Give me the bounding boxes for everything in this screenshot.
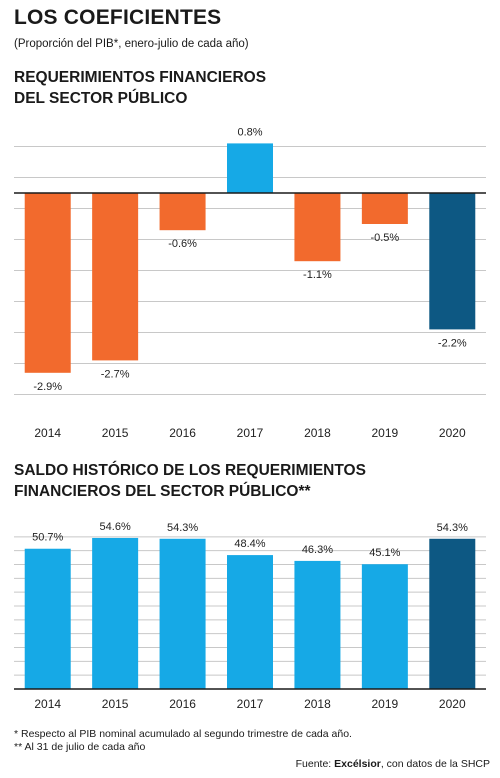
page-subtitle: (Proporción del PIB*, enero-julio de cad… (14, 38, 249, 50)
footnote-1: * Respecto al PIB nominal acumulado al s… (14, 728, 352, 740)
chart1-bar-2014 (24, 193, 71, 373)
chart1-title-line1: REQUERIMIENTOS FINANCIEROS (14, 69, 267, 86)
chart2-historical-balance: 50.7% 2014 54.6% 2015 54.3% 2016 48.4% 2017 46.3… (14, 521, 486, 711)
chart2-title: SALDO HISTÓRICO DE LOS REQUERIMIENTOS FI… (14, 460, 366, 502)
chart2-bar-2017 (227, 555, 273, 689)
chart2-bar-2018 (294, 560, 341, 689)
chart1-financial-requirements: -2.9% 2014 -2.7% 2015 -0.6% 2016 0.8% 2017 -1.1%… (14, 126, 486, 440)
source-brand: Excélsior (334, 758, 381, 770)
chart1-tick-label: 2014 (34, 426, 61, 440)
footnotes: * Respecto al PIB nominal acumulado al s… (14, 728, 352, 754)
chart2-bar-2016 (159, 538, 206, 689)
chart1-value-label: -2.2% (438, 337, 467, 349)
chart2-value-label: 45.1% (369, 547, 400, 559)
chart1-tick-label: 2019 (372, 426, 399, 440)
chart2-value-label: 46.3% (302, 544, 333, 556)
chart1-bar-2020 (429, 193, 476, 330)
source-prefix: Fuente: (295, 758, 335, 770)
source-note: Fuente: Excélsior, con datos de la SHCP (296, 758, 490, 770)
chart1-tick-label: 2020 (439, 426, 466, 440)
chart1-bar-2016 (159, 193, 206, 231)
chart2-value-label: 54.3% (437, 522, 468, 534)
chart2-value-label: 50.7% (32, 532, 63, 544)
chart2-bar-2014 (24, 548, 71, 689)
chart2-title-line2: FINANCIEROS DEL SECTOR PÚBLICO** (14, 483, 311, 500)
chart2-bar-2019 (361, 564, 408, 689)
chart2-tick-label: 2015 (102, 697, 129, 711)
chart2-tick-label: 2020 (439, 697, 466, 711)
chart2-tick-label: 2019 (372, 697, 399, 711)
footnote-2: ** Al 31 de julio de cada año (14, 741, 146, 753)
chart1-bar-2018 (294, 193, 341, 262)
chart1-value-label: -0.5% (370, 232, 399, 244)
chart2-bar-2015 (92, 537, 139, 689)
chart2-tick-label: 2017 (237, 697, 264, 711)
chart1-value-label: -2.7% (101, 368, 130, 380)
chart1-tick-label: 2015 (102, 426, 129, 440)
chart1-title: REQUERIMIENTOS FINANCIEROS DEL SECTOR PÚ… (14, 67, 266, 109)
chart1-tick-label: 2017 (237, 426, 264, 440)
chart2-tick-label: 2016 (169, 697, 196, 711)
source-suffix: , con datos de la SHCP (380, 758, 490, 770)
chart1-title-line2: DEL SECTOR PÚBLICO (14, 90, 188, 107)
chart2-value-label: 54.3% (167, 522, 198, 534)
chart1-bar-2019 (361, 193, 408, 224)
chart1-tick-label: 2016 (169, 426, 196, 440)
chart2-value-label: 48.4% (234, 538, 265, 550)
chart1-value-label: -2.9% (33, 381, 62, 393)
chart1-value-label: -1.1% (303, 269, 332, 281)
chart1-tick-label: 2018 (304, 426, 331, 440)
chart2-bar-2020 (429, 538, 476, 689)
chart2-tick-label: 2014 (34, 697, 61, 711)
chart1-value-label: -0.6% (168, 238, 197, 250)
chart2-value-label: 54.6% (100, 521, 131, 533)
chart2-tick-label: 2018 (304, 697, 331, 711)
chart1-bar-2017 (227, 143, 273, 193)
chart1-value-label: 0.8% (237, 126, 262, 138)
page-title: LOS COEFICIENTES (14, 6, 222, 29)
chart2-title-line1: SALDO HISTÓRICO DE LOS REQUERIMIENTOS (14, 462, 366, 479)
chart1-bar-2015 (92, 193, 139, 361)
